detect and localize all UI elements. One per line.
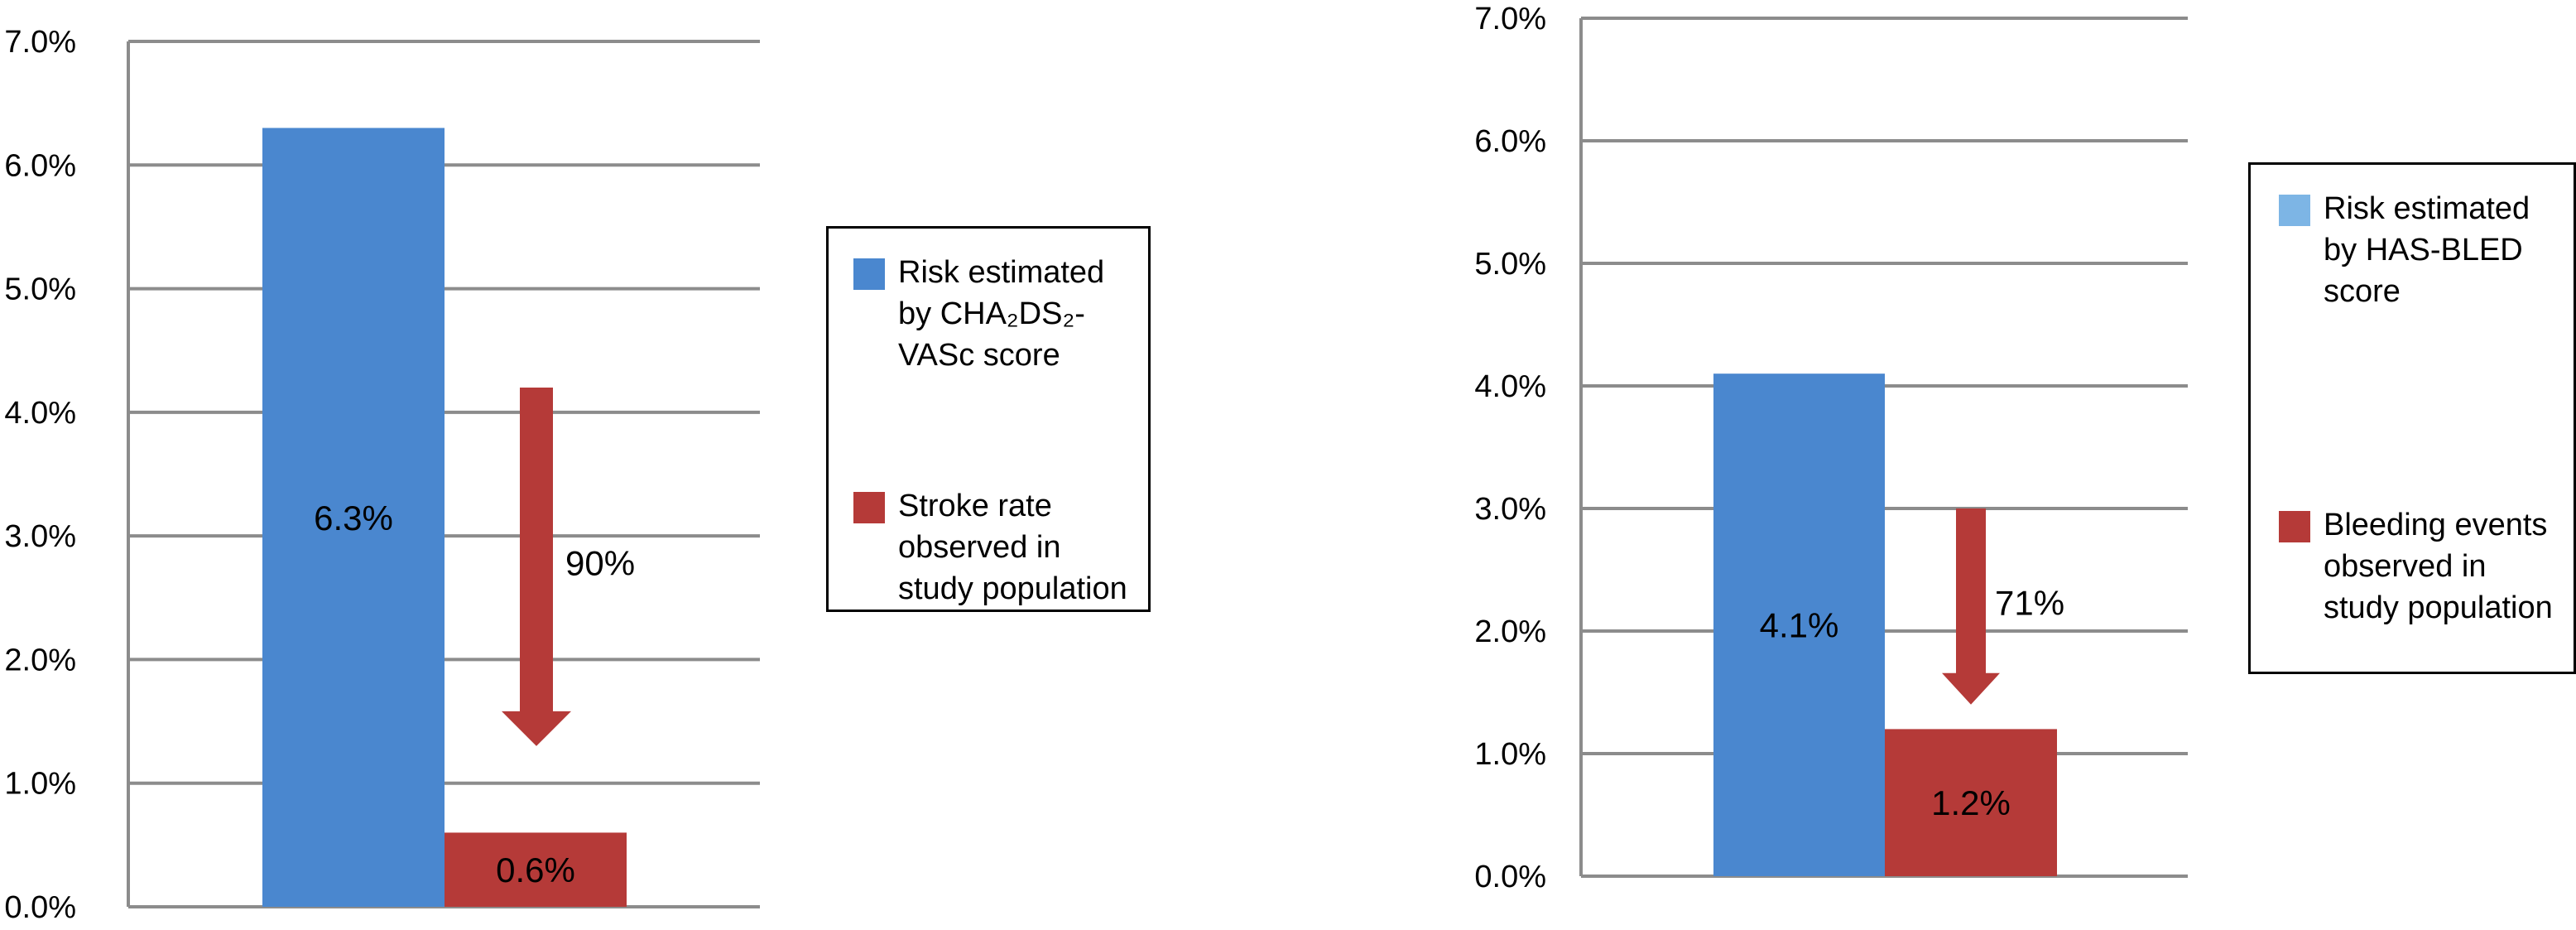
reduction-arrow [1942, 508, 2000, 705]
bar-predicted [262, 128, 445, 907]
bar-observed [445, 832, 627, 907]
bleeding-risk-chart: 0.0% 1.0% 2.0% 3.0% 4.0% 5.0% 6.0% 7.0% 71% 4.1% 1… [1474, 2, 2188, 894]
legend-label-observed-stroke: Stroke rate observed in study population [898, 489, 1127, 606]
y-tick-label: 2.0% [1474, 614, 1546, 649]
y-tick-label: 2.0% [4, 643, 76, 677]
stroke-chart-legend: Risk estimated by CHA₂DS₂- VASc score St… [826, 226, 1151, 612]
legend-swatch-observed [853, 492, 885, 523]
y-tick-label: 7.0% [4, 25, 76, 60]
bar-value-label-observed: 1.2% [1931, 783, 2011, 822]
bleeding-chart-legend: Risk estimated by HAS-BLED score Bleedin… [2248, 162, 2576, 674]
legend-item-predicted-bleeding: Risk estimated by HAS-BLED score [2279, 188, 2530, 312]
legend-label-observed-bleeding: Bleeding events observed in study popula… [2324, 508, 2553, 625]
bar-value-label-predicted: 4.1% [1760, 606, 1839, 645]
legend-item-predicted-stroke: Risk estimated by CHA₂DS₂- VASc score [853, 252, 1104, 376]
reduction-label: 90% [565, 543, 635, 582]
reduction-label: 71% [1995, 583, 2064, 622]
bar-predicted [1713, 373, 1885, 876]
y-tick-label: 5.0% [4, 272, 76, 307]
y-tick-label: 5.0% [1474, 247, 1546, 282]
y-tick-label: 7.0% [1474, 2, 1546, 36]
y-tick-label: 6.0% [1474, 124, 1546, 159]
y-tick-label: 4.0% [4, 396, 76, 431]
y-tick-label: 3.0% [4, 519, 76, 554]
y-tick-label: 3.0% [1474, 492, 1546, 527]
legend-swatch-predicted [853, 258, 885, 290]
bar-value-label-observed: 0.6% [496, 850, 575, 889]
y-tick-label: 6.0% [4, 148, 76, 183]
legend-swatch-predicted [2279, 195, 2310, 226]
y-tick-label: 1.0% [4, 767, 76, 802]
legend-label-predicted-bleeding: Risk estimated by HAS-BLED score [2324, 191, 2530, 309]
legend-swatch-observed [2279, 511, 2310, 542]
legend-item-observed-stroke: Stroke rate observed in study population [853, 485, 1127, 610]
legend-item-observed-bleeding: Bleeding events observed in study popula… [2279, 504, 2553, 629]
y-tick-label: 0.0% [4, 890, 76, 925]
y-tick-label: 1.0% [1474, 737, 1546, 772]
y-tick-label: 0.0% [1474, 860, 1546, 894]
bar-value-label-predicted: 6.3% [314, 499, 393, 537]
bar-observed [1885, 729, 2057, 876]
legend-label-predicted-stroke: Risk estimated by CHA₂DS₂- VASc score [898, 255, 1105, 373]
reduction-arrow [502, 388, 571, 746]
stroke-risk-chart: 0.0% 1.0% 2.0% 3.0% 4.0% 5.0% 6.0% 7.0% 90% 6.3% 0… [4, 25, 760, 925]
y-tick-label: 4.0% [1474, 369, 1546, 404]
